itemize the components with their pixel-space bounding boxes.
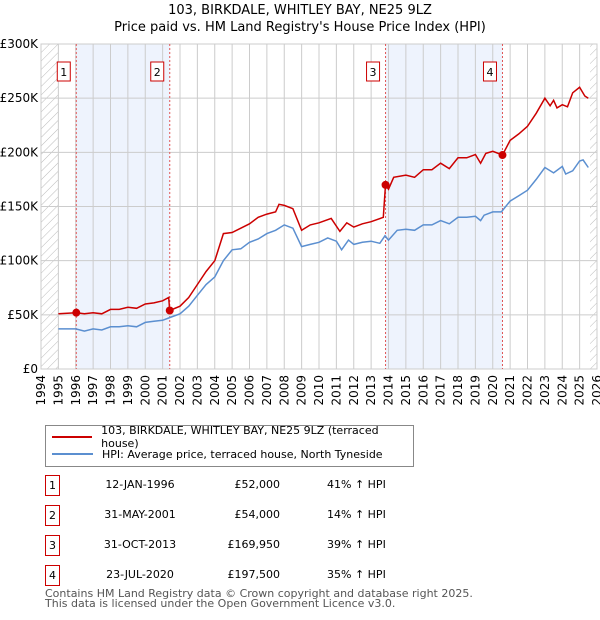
sale-label: 1 xyxy=(60,66,67,79)
sale-label: 4 xyxy=(486,66,493,79)
hpi-change: 35% ↑ HPI xyxy=(327,568,386,581)
x-tick-label: 2011 xyxy=(329,375,343,406)
legend-label: HPI: Average price, terraced house, Nort… xyxy=(102,447,383,461)
sale-price: £197,500 xyxy=(227,568,281,581)
table-row: 1 12-JAN-1996 £52,000 41% ↑ HPI xyxy=(45,475,445,496)
sale-point xyxy=(72,308,81,317)
x-tick-label: 1998 xyxy=(104,375,118,406)
x-tick-label: 2024 xyxy=(555,375,569,406)
sale-point xyxy=(498,151,507,160)
x-tick-label: 2010 xyxy=(312,375,326,406)
sale-label: 2 xyxy=(154,66,161,79)
x-tick-label: 2021 xyxy=(503,375,517,406)
table-row: 4 23-JUL-2020 £197,500 35% ↑ HPI xyxy=(45,565,445,586)
x-tick-label: 2023 xyxy=(538,375,552,406)
x-tick-label: 2020 xyxy=(486,375,500,406)
y-tick-label: £300K xyxy=(0,37,39,51)
x-tick-label: 2007 xyxy=(260,375,274,406)
x-tick-label: 2026 xyxy=(590,375,600,406)
legend-swatch-blue xyxy=(52,453,93,455)
sale-marker-badge: 4 xyxy=(45,565,60,586)
chart-title: 103, BIRKDALE, WHITLEY BAY, NE25 9LZ xyxy=(168,3,432,18)
sale-date: 31-MAY-2001 xyxy=(104,508,176,521)
legend-item-hpi: HPI: Average price, terraced house, Nort… xyxy=(46,446,383,462)
sale-price: £54,000 xyxy=(234,508,281,521)
sale-date: 23-JUL-2020 xyxy=(106,568,174,581)
sale-label-box xyxy=(366,61,381,82)
x-tick-label: 1999 xyxy=(121,375,135,406)
x-tick-label: 2006 xyxy=(243,375,257,406)
y-tick-label: £0 xyxy=(23,362,38,376)
chart-subtitle: Price paid vs. HM Land Registry's House … xyxy=(114,20,486,35)
x-tick-label: 2001 xyxy=(156,375,170,406)
sale-point xyxy=(381,180,390,189)
table-row: 2 31-MAY-2001 £54,000 14% ↑ HPI xyxy=(45,505,445,526)
x-tick-label: 2015 xyxy=(399,375,413,406)
x-tick-label: 2017 xyxy=(434,375,448,406)
series-line xyxy=(58,159,589,332)
hpi-change: 14% ↑ HPI xyxy=(327,508,386,521)
plot-border xyxy=(40,43,598,370)
sale-date: 12-JAN-1996 xyxy=(105,478,175,491)
sale-date: 31-OCT-2013 xyxy=(103,538,177,551)
x-tick-label: 1994 xyxy=(34,375,48,406)
x-tick-label: 2008 xyxy=(277,375,291,406)
x-tick-label: 2003 xyxy=(190,375,204,406)
x-tick-label: 2002 xyxy=(173,375,187,406)
series-line xyxy=(58,86,589,315)
price-chart: 1994 1995 1996 1997 1998 1999 2000 2001 2002 2003… xyxy=(0,37,600,406)
x-tick-label: 2004 xyxy=(208,375,222,406)
legend: 103, BIRKDALE, WHITLEY BAY, NE25 9LZ (te… xyxy=(45,424,414,467)
sale-marker-badge: 3 xyxy=(45,535,60,556)
legend-item-property: 103, BIRKDALE, WHITLEY BAY, NE25 9LZ (te… xyxy=(46,424,413,450)
sale-label-box xyxy=(56,61,71,82)
sale-marker-badge: 2 xyxy=(45,505,60,526)
x-tick-label: 2009 xyxy=(295,375,309,406)
x-tick-label: 1996 xyxy=(69,375,83,406)
x-tick-label: 2005 xyxy=(225,375,239,406)
y-tick-label: £250K xyxy=(0,91,39,105)
x-tick-label: 1995 xyxy=(51,375,65,406)
sale-label-box xyxy=(482,61,497,82)
x-tick-label: 1997 xyxy=(86,375,100,406)
sale-label-box xyxy=(150,61,165,82)
sale-price: £52,000 xyxy=(234,478,281,491)
x-tick-label: 2016 xyxy=(416,375,430,406)
x-tick-label: 2000 xyxy=(138,375,152,406)
y-tick-label: £50K xyxy=(7,308,39,322)
footer: Contains HM Land Registry data © Crown c… xyxy=(45,587,473,610)
x-tick-label: 2012 xyxy=(347,375,361,406)
x-tick-label: 2014 xyxy=(382,375,396,406)
footer-line-2: This data is licensed under the Open Gov… xyxy=(45,597,396,610)
sale-label: 3 xyxy=(370,66,377,79)
hpi-change: 39% ↑ HPI xyxy=(327,538,386,551)
x-tick-label: 2019 xyxy=(468,375,482,406)
table-row: 3 31-OCT-2013 £169,950 39% ↑ HPI xyxy=(45,535,445,556)
x-tick-label: 2022 xyxy=(521,375,535,406)
sale-point xyxy=(165,306,174,315)
y-tick-label: £100K xyxy=(0,254,39,268)
x-tick-label: 2025 xyxy=(573,375,587,406)
sale-price: £169,950 xyxy=(227,538,281,551)
x-tick-label: 2013 xyxy=(364,375,378,406)
sale-marker-badge: 1 xyxy=(45,475,60,496)
y-tick-label: £150K xyxy=(0,200,39,214)
y-tick-label: £200K xyxy=(0,145,39,159)
x-tick-label: 2018 xyxy=(451,375,465,406)
legend-swatch-red xyxy=(52,436,93,438)
hpi-change: 41% ↑ HPI xyxy=(327,478,386,491)
legend-label: 103, BIRKDALE, WHITLEY BAY, NE25 9LZ (te… xyxy=(101,424,379,450)
footer-line-1: Contains HM Land Registry data © Crown c… xyxy=(45,587,473,600)
